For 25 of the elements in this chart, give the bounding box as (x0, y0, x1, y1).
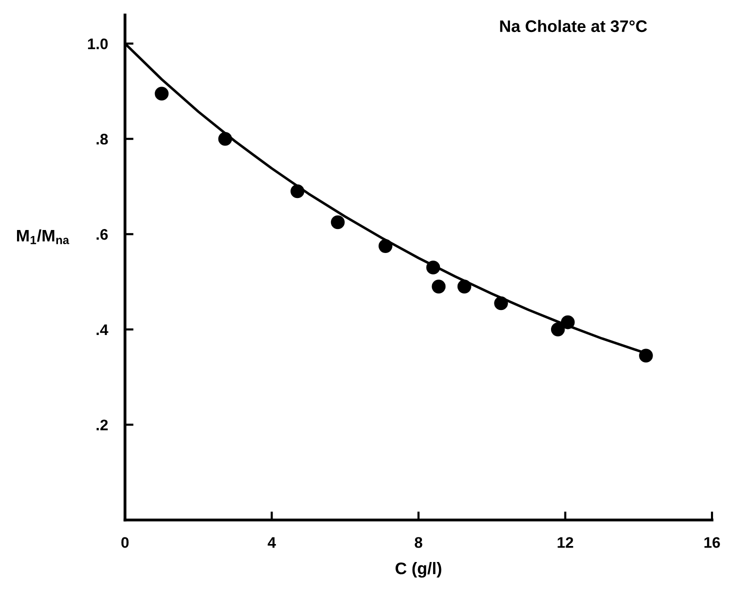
y-tick-label: .8 (96, 134, 108, 145)
y-tick-label: .6 (96, 229, 108, 240)
x-axis-title: C (g/l) (396, 562, 442, 578)
y-axis-title: M$_{1}$/M$_{na}$ (17, 229, 70, 244)
point (330, 215, 345, 230)
point (218, 132, 232, 146)
point (378, 239, 392, 253)
y-tick-label: 1.0 (88, 38, 108, 50)
point (290, 184, 304, 198)
point (639, 348, 653, 363)
x-tick-label: 12 (558, 537, 574, 548)
chart-title: Na Cholate at 37°C (500, 20, 647, 32)
point (494, 296, 508, 310)
x-tick-label: 4 (268, 537, 276, 548)
point (432, 280, 446, 294)
x-tick-label: 0 (121, 537, 129, 548)
point (560, 315, 575, 330)
point (551, 322, 565, 336)
point (457, 280, 472, 294)
point (426, 260, 440, 274)
y-tick-label: .4 (96, 324, 108, 335)
y-tick-label: .2 (96, 420, 108, 430)
point (154, 86, 169, 101)
x-tick-label: 16 (704, 537, 720, 548)
x-tick-label: 8 (414, 537, 422, 548)
